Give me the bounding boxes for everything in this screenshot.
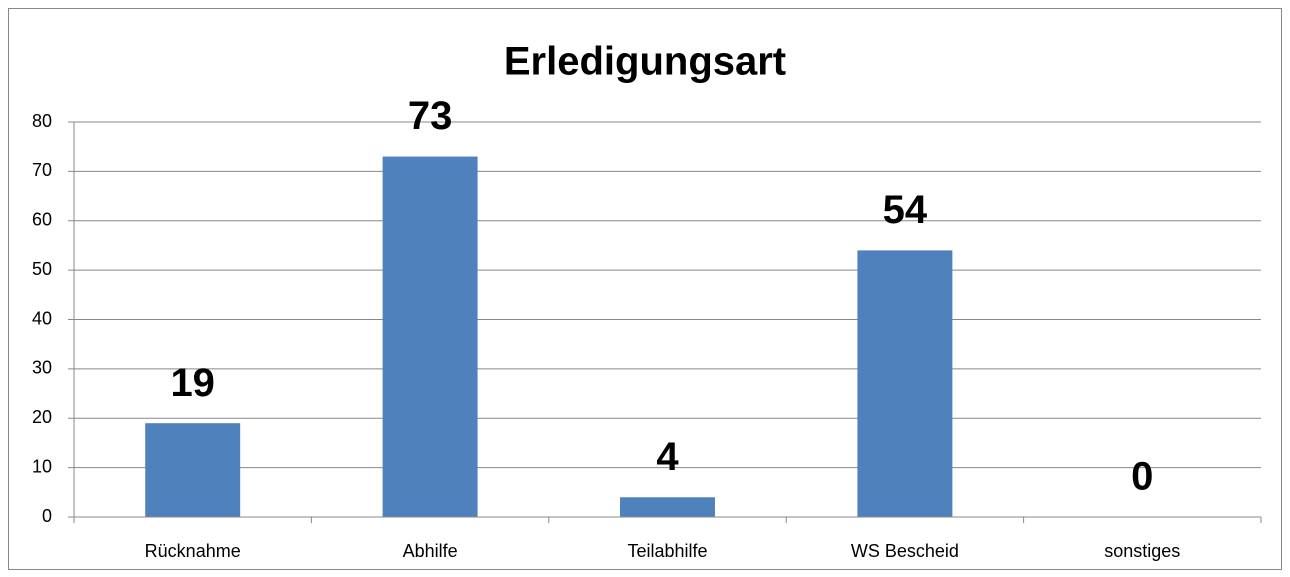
y-tick-label: 50 — [32, 259, 52, 279]
y-tick-label: 40 — [32, 308, 52, 328]
bar — [857, 250, 953, 517]
y-tick-label: 10 — [32, 456, 52, 476]
bar — [620, 497, 715, 517]
y-tick-label: 70 — [32, 160, 52, 180]
y-tick-label: 0 — [42, 506, 52, 526]
data-label: 0 — [1131, 455, 1153, 499]
y-tick-label: 30 — [32, 358, 52, 378]
y-tick-label: 80 — [32, 111, 52, 131]
y-tick-label: 60 — [32, 210, 52, 230]
data-label: 73 — [408, 94, 453, 138]
bar — [382, 156, 478, 517]
x-tick-label: WS Bescheid — [851, 541, 959, 561]
data-label: 4 — [656, 435, 679, 479]
chart-title: Erledigungsart — [504, 40, 786, 84]
x-tick-label: Teilabhilfe — [627, 541, 707, 561]
x-tick-label: Abhilfe — [403, 541, 458, 561]
bar — [145, 423, 241, 517]
y-tick-label: 20 — [32, 407, 52, 427]
data-label: 19 — [170, 361, 215, 405]
data-label: 54 — [883, 188, 928, 232]
x-tick-label: Rücknahme — [145, 541, 241, 561]
x-tick-label: sonstiges — [1104, 541, 1180, 561]
